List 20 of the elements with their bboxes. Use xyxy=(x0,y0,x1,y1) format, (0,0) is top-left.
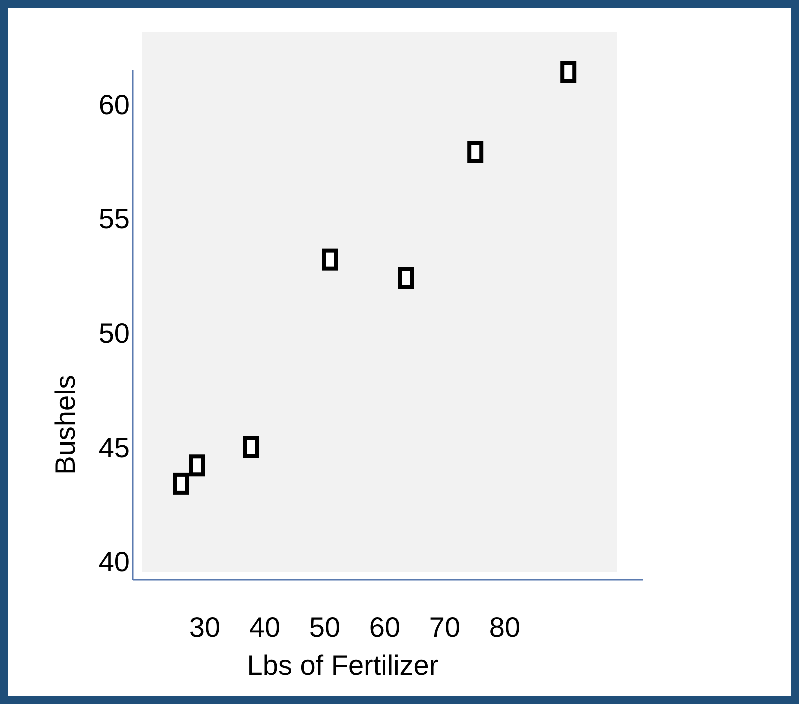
y-tick-label: 45 xyxy=(98,432,130,464)
y-tick-label: 55 xyxy=(98,204,130,235)
point xyxy=(560,61,577,84)
x-tick-label: 80 xyxy=(489,612,521,643)
point xyxy=(189,454,206,477)
x-tick-label: 70 xyxy=(429,612,461,643)
x-tick-label: 40 xyxy=(249,612,281,643)
y-tick-label: 40 xyxy=(98,546,130,578)
x-tick-label: 30 xyxy=(189,612,221,643)
y-tick-label: 50 xyxy=(98,318,130,350)
point xyxy=(173,472,189,495)
point xyxy=(322,248,338,271)
x-tick-label: 60 xyxy=(369,612,401,643)
y-axis-title: Bushels xyxy=(50,375,81,475)
x-tick-label: 50 xyxy=(309,612,341,643)
y-tick-label: 60 xyxy=(98,89,130,120)
x-axis-title: Lbs of Fertilizer xyxy=(247,650,439,681)
point xyxy=(243,436,260,458)
point xyxy=(398,267,414,290)
point xyxy=(468,141,484,164)
